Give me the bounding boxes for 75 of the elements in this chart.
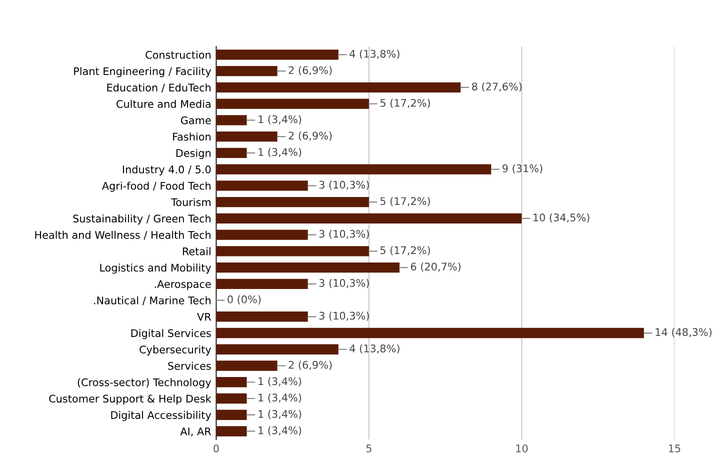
bar [216,66,278,76]
bar [216,213,522,224]
data-label: 1 (3,4%) [258,426,302,436]
data-label: 5 (17,2%) [380,197,430,206]
y-tick-label: Customer Support & Help Desk [49,394,212,405]
y-tick-label: Cybersecurity [140,345,212,356]
data-label: 6 (20,7%) [410,262,460,272]
bar [216,328,644,338]
data-label: 2 (6,9%) [288,66,332,76]
bar [216,115,247,126]
y-tick-label: Tourism [171,198,210,206]
y-tick-label: (Cross-sector) Technology [78,378,212,388]
y-tick-label: Services [168,362,211,370]
data-label: 1 (3,4%) [258,115,302,124]
data-label: 1 (3,4%) [258,148,302,158]
data-label: 5 (17,2%) [380,98,430,108]
bar [216,360,278,371]
y-tick-label: .Nautical / Marine Tech [94,296,210,306]
y-tick-label: Plant Engineering / Facility [74,67,212,78]
data-label: 4 (13,8%) [350,344,400,354]
bar [216,180,308,191]
y-tick-label: Construction [146,50,210,59]
bar [216,393,247,404]
y-tick-label: Design [176,148,210,160]
data-label: 3 (10,3%) [319,278,369,288]
data-label: 0 (0%) [228,295,261,305]
data-label: 10 (34,5%) [534,213,590,223]
x-tick-label: 5 [366,444,372,452]
x-tick-label: 15 [668,444,680,452]
bar [216,312,308,322]
x-tick-label: 0 [214,444,219,452]
bar [216,230,308,240]
y-tick-label: Culture and Media [116,100,210,108]
bar [216,410,247,420]
data-label: 1 (3,4%) [258,393,302,403]
bar [216,148,247,158]
y-tick-label: Sustainability / Green Tech [73,214,210,225]
bar [216,50,338,60]
data-label: 2 (6,9%) [288,132,332,141]
data-label: 9 (31%) [502,164,542,174]
bar [216,262,400,273]
y-tick-label: Digital Accessibility [111,410,212,421]
data-label: 8 (27,6%) [472,82,522,92]
y-tick-label: Industry 4.0 / 5.0 [122,165,211,176]
data-label: 2 (6,9%) [288,360,332,370]
y-tick-label: Digital Services [131,329,211,340]
data-label: 1 (3,4%) [258,410,302,420]
data-label: 1 (3,4%) [258,377,302,386]
bar [216,196,369,208]
y-tick-label: Education / EduTech [107,83,210,92]
y-tick-label: .Aerospace [154,280,211,290]
y-tick-label: AI, AR [180,428,212,436]
bar [216,246,369,256]
y-tick-label: Agri-food / Food Tech [102,182,210,192]
bar [216,344,338,354]
data-label: 5 (17,2%) [380,246,430,256]
y-tick-label: Health and Wellness / Health Tech [35,230,210,240]
bar [216,82,461,93]
data-label: 3 (10,3%) [319,230,369,240]
y-tick-label: Fashion [173,132,210,141]
y-tick-label: VR [197,313,212,321]
data-label: 14 (48,3%) [656,328,712,338]
bar [216,426,247,436]
bar [216,131,278,142]
bar [216,98,369,109]
bar [216,164,492,174]
data-label: 3 (10,3%) [319,312,369,321]
bar [216,377,247,388]
y-tick-label: Game [180,116,211,124]
y-tick-label: Logistics and Mobility [100,264,212,274]
data-label: 4 (13,8%) [350,50,400,59]
bar [216,278,308,289]
data-label: 3 (10,3%) [319,180,369,190]
x-tick-label: 10 [516,444,528,452]
y-tick-label: Retail [182,247,210,256]
